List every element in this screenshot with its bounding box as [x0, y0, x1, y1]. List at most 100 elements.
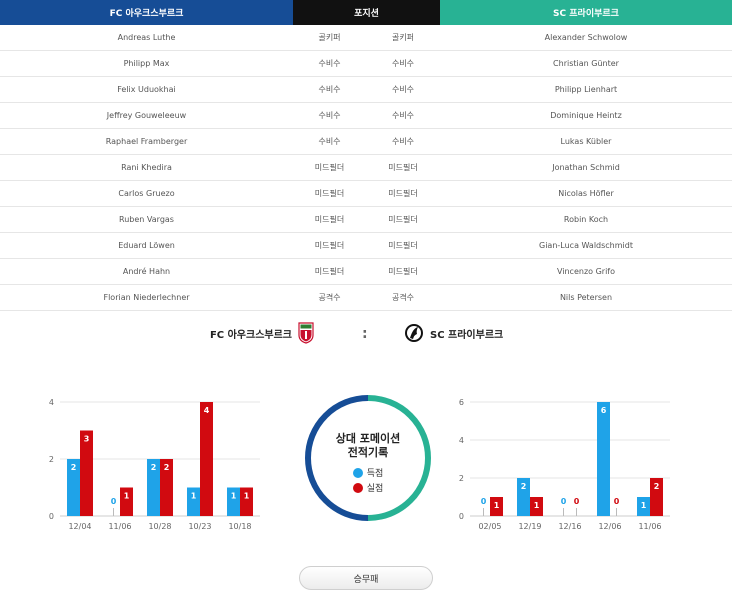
- home-player-position: 미드필더: [314, 215, 345, 224]
- x-tick-label: 11/06: [108, 522, 131, 531]
- lineup-header: FC 아우크스부르크 포지션 SC 프라이부르크: [0, 0, 732, 25]
- bar-value-label: 4: [204, 406, 210, 415]
- y-tick-label: 0: [459, 512, 464, 521]
- bar-value-label: 1: [641, 501, 647, 510]
- lineup-row: Philipp Max 수비수 수비수 Christian Günter: [0, 51, 732, 77]
- scored-bar: [637, 497, 650, 516]
- augsburg-crest-icon: [298, 322, 314, 344]
- scored-bar: [147, 459, 160, 516]
- legend-conceded: 실점: [352, 481, 384, 494]
- scored-bar: [187, 487, 200, 516]
- away-recent-form-chart: 0 2 4 6 0 1 02/05 2 1 12/19 0 0 12/16 6 0 12/06 1 2 11/06: [450, 388, 680, 538]
- home-player-name: Carlos Gruezo: [118, 189, 175, 198]
- home-player-name: Andreas Luthe: [117, 33, 176, 42]
- x-tick-label: 10/23: [188, 522, 211, 531]
- lineup-table: Andreas Luthe 골키퍼 골키퍼 Alexander Schwolow Phi…: [0, 25, 732, 311]
- home-player-name: Ruben Vargas: [119, 215, 174, 224]
- win-draw-loss-button[interactable]: 승무패: [299, 566, 433, 590]
- scored-bar: [227, 487, 240, 516]
- home-player-name: Philipp Max: [123, 59, 170, 68]
- away-player-name: Gian-Luca Waldschmidt: [539, 241, 633, 250]
- x-tick-label: 11/06: [638, 522, 661, 531]
- bar-value-label: 0: [481, 497, 487, 506]
- conceded-dot-icon: [352, 482, 363, 493]
- x-tick-label: 12/06: [598, 522, 621, 531]
- conceded-bar: [200, 402, 213, 516]
- lineup-row: Carlos Gruezo 미드필더 미드필더 Nicolas Höfler: [0, 181, 732, 207]
- formation-title-line2: 전적기록: [347, 446, 389, 459]
- legend-scored-label: 득점: [366, 469, 384, 479]
- bar-value-label: 2: [151, 463, 157, 472]
- away-player-position: 미드필더: [388, 163, 418, 172]
- home-player-position: 골키퍼: [318, 33, 341, 42]
- away-player-name: Jonathan Schmid: [552, 163, 620, 172]
- legend-conceded-label: 실점: [366, 484, 384, 494]
- bar-value-label: 2: [654, 482, 660, 491]
- away-player-name: Alexander Schwolow: [544, 33, 628, 42]
- home-player-name: Eduard Löwen: [118, 241, 175, 250]
- home-team-header: FC 아우크스부르크: [0, 0, 293, 25]
- formation-record-ring: [305, 395, 431, 521]
- bar-value-label: 1: [534, 501, 540, 510]
- formation-title: 상대 포메이션 전적기록: [304, 432, 432, 460]
- bar-value-label: 1: [244, 492, 250, 501]
- x-tick-label: 12/04: [68, 522, 91, 531]
- away-player-name: Lukas Kübler: [560, 137, 612, 146]
- away-player-position: 수비수: [391, 85, 415, 94]
- lineup-row: André Hahn 미드필더 미드필더 Vincenzo Grifo: [0, 259, 732, 285]
- lineup-row: Florian Niederlechner 공격수 공격수 Nils Petersen: [0, 285, 732, 311]
- home-player-position: 미드필더: [314, 267, 345, 276]
- away-player-position: 미드필더: [388, 215, 418, 224]
- away-player-position: 미드필더: [388, 267, 418, 276]
- scored-bar: [517, 478, 530, 516]
- freiburg-crest-icon: [405, 324, 423, 342]
- home-player-name: Raphael Framberger: [105, 137, 188, 146]
- x-tick-label: 10/28: [148, 522, 171, 531]
- bar-value-label: 1: [191, 492, 197, 501]
- conceded-bar: [120, 487, 133, 516]
- away-player-name: Nils Petersen: [559, 293, 613, 302]
- formation-record-label: 상대 포메이션 전적기록 득점 실점: [304, 432, 432, 494]
- lineup-row: Ruben Vargas 미드필더 미드필더 Robin Koch: [0, 207, 732, 233]
- home-team-label-group: FC 아우크스부르크: [210, 322, 314, 344]
- away-player-position: 골키퍼: [391, 33, 415, 42]
- home-player-position: 수비수: [318, 137, 341, 146]
- bar-value-label: 2: [71, 463, 77, 472]
- y-tick-label: 2: [459, 474, 464, 483]
- home-player-position: 미드필더: [314, 189, 345, 198]
- x-tick-label: 02/05: [478, 522, 501, 531]
- home-player-position: 공격수: [318, 293, 341, 302]
- away-player-position: 미드필더: [388, 241, 418, 250]
- bar-value-label: 6: [601, 406, 607, 415]
- away-team-name: SC 프라이부르크: [430, 329, 504, 341]
- lineup-row: Rani Khedira 미드필더 미드필더 Jonathan Schmid: [0, 155, 732, 181]
- x-tick-label: 12/16: [558, 522, 581, 531]
- x-tick-label: 10/18: [228, 522, 251, 531]
- home-player-name: Felix Uduokhai: [117, 85, 176, 94]
- away-team-header: SC 프라이부르크: [440, 0, 732, 25]
- lineup-row: Felix Uduokhai 수비수 수비수 Philipp Lienhart: [0, 77, 732, 103]
- score-separator: :: [362, 326, 368, 342]
- home-recent-form-chart: 0 2 4 2 3 12/04 0 1 11/06 2 2 10/28 1 4 10/23 1 1 10/18: [40, 388, 270, 538]
- y-tick-label: 4: [49, 398, 54, 407]
- bar-value-label: 3: [84, 435, 90, 444]
- away-player-position: 공격수: [391, 293, 415, 302]
- position-header: 포지션: [293, 0, 440, 25]
- lineup-row: Jeffrey Gouweleeuw 수비수 수비수 Dominique Heintz: [0, 103, 732, 129]
- bar-value-label: 0: [111, 497, 117, 506]
- legend-scored: 득점: [352, 466, 384, 479]
- scored-bar: [597, 402, 610, 516]
- home-player-name: Florian Niederlechner: [103, 293, 190, 302]
- matchup-bar: FC 아우크스부르크 : SC 프라이부르크: [0, 312, 732, 356]
- conceded-bar: [530, 497, 543, 516]
- bar-value-label: 0: [574, 497, 580, 506]
- bar-value-label: 2: [164, 463, 170, 472]
- away-player-position: 수비수: [391, 111, 415, 120]
- x-tick-label: 12/19: [518, 522, 541, 531]
- bar-value-label: 0: [561, 497, 567, 506]
- y-tick-label: 0: [49, 512, 54, 521]
- bar-value-label: 1: [231, 492, 237, 501]
- scored-bar: [67, 459, 80, 516]
